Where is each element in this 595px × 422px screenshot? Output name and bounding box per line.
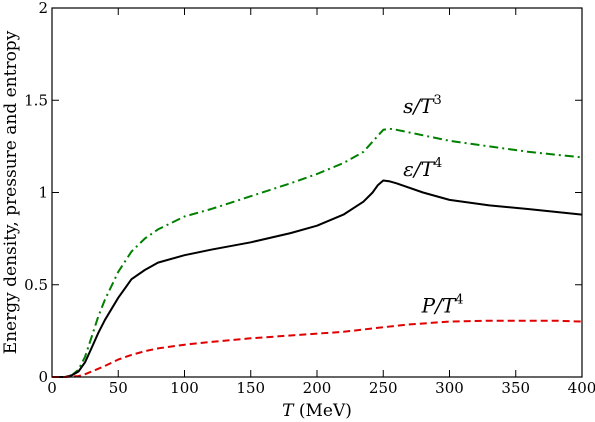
y-tick-label: 1 [38,184,48,202]
y-axis-title: Energy density, pressure and entropy [1,30,21,354]
series-layer [52,127,583,378]
annotation-var: s/T [403,94,435,118]
x-tick-label: 150 [236,379,265,397]
labels-layer: 0 50 100 150 200 250 300 350 400 0 0.5 1 1.5 2 [24,0,595,397]
x-tick-label: 400 [568,379,595,397]
annotation-exp: 4 [434,156,442,171]
x-tick-label: 350 [501,379,530,397]
series-annotation: s/T3 [403,93,442,118]
x-axis-unit: (MeV) [293,401,351,421]
x-tick-label: 0 [47,379,57,397]
series-line [52,127,583,378]
y-tick-label: 2 [38,0,48,17]
annotation-exp: 3 [433,93,441,108]
annotation-var: P/T [421,293,457,317]
x-tick-label: 100 [170,379,199,397]
annotation-var: ε/T [403,157,435,181]
y-tick-label: 0 [38,368,48,386]
annotation-layer: s/T3ε/T4P/T4 [403,93,463,317]
ticks-layer [51,7,583,378]
x-tick-label: 200 [303,379,332,397]
y-tick-label: 0.5 [24,276,48,294]
series-annotation: P/T4 [421,292,464,317]
annotation-exp: 4 [455,292,463,307]
x-tick-label: 50 [109,379,128,397]
x-tick-label: 300 [435,379,464,397]
y-tick-label: 1.5 [24,91,48,109]
series-line [52,179,583,378]
x-tick-label: 250 [369,379,398,397]
series-annotation: ε/T4 [403,156,442,181]
series-line [52,319,583,378]
x-axis-var: T [282,401,295,421]
x-axis-title: T (MeV) [282,401,352,421]
